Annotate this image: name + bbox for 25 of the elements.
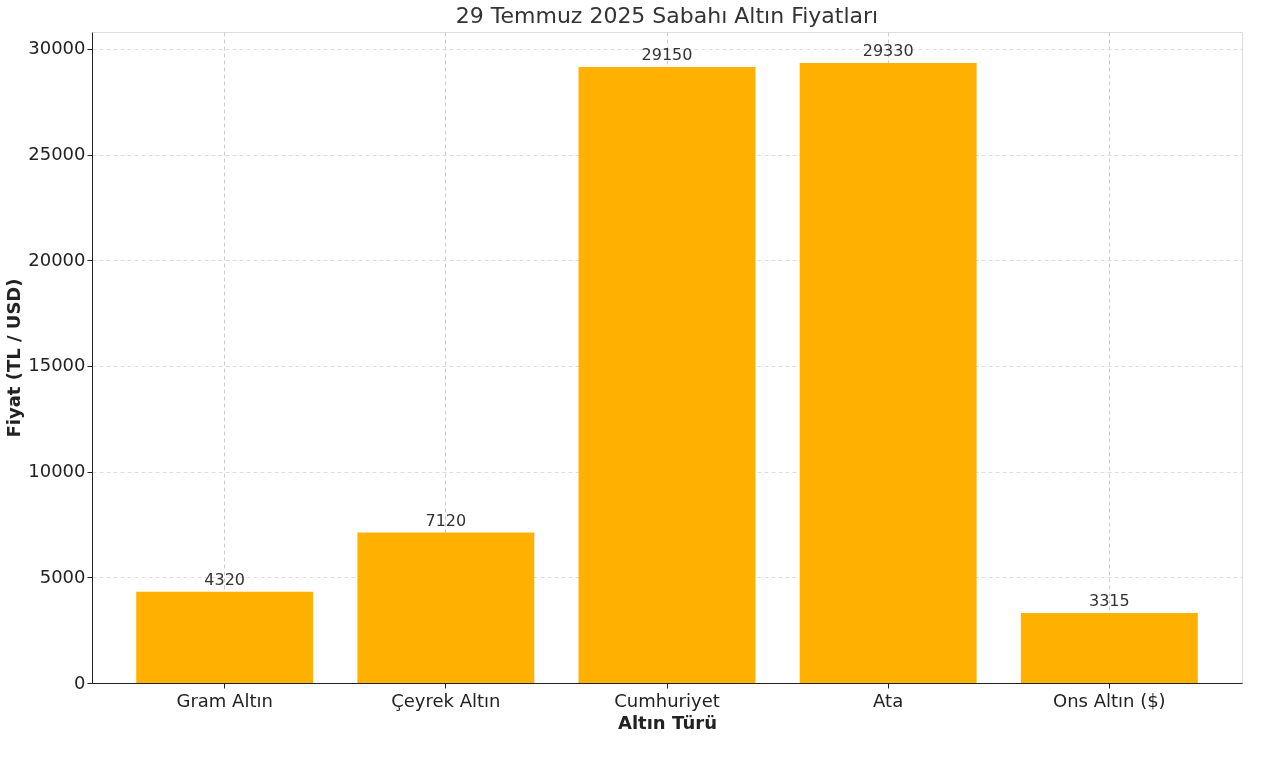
chart-title: 29 Temmuz 2025 Sabahı Altın Fiyatları bbox=[455, 3, 879, 28]
data-label: 4320 bbox=[204, 569, 246, 589]
x-tick-label: Cumhuriyet bbox=[614, 689, 720, 711]
data-label: 29330 bbox=[862, 41, 914, 61]
x-axis-title: Altın Türü bbox=[617, 711, 718, 733]
bar bbox=[136, 591, 314, 683]
y-tick-label: 15000 bbox=[28, 354, 86, 376]
y-tick-label: 5000 bbox=[39, 565, 86, 587]
x-tick-label: Ons Altın ($) bbox=[1052, 689, 1166, 711]
x-tick-label: Çeyrek Altın bbox=[391, 689, 501, 711]
data-label: 7120 bbox=[425, 510, 467, 530]
data-label: 29150 bbox=[641, 44, 693, 64]
y-tick-label: 10000 bbox=[28, 460, 86, 482]
x-tick-label: Ata bbox=[873, 689, 904, 711]
y-axis-title: Fiyat (TL / USD) bbox=[3, 278, 25, 438]
data-label: 3315 bbox=[1088, 590, 1130, 610]
x-tick-label: Gram Altın bbox=[176, 689, 273, 711]
y-tick-label: 30000 bbox=[28, 37, 86, 59]
y-tick-label: 0 bbox=[74, 671, 86, 693]
bar bbox=[357, 532, 535, 683]
y-tick-label: 20000 bbox=[28, 248, 86, 270]
bar bbox=[799, 63, 977, 683]
y-tick-label: 25000 bbox=[28, 143, 86, 165]
bar bbox=[1020, 612, 1198, 683]
bar bbox=[578, 66, 756, 683]
